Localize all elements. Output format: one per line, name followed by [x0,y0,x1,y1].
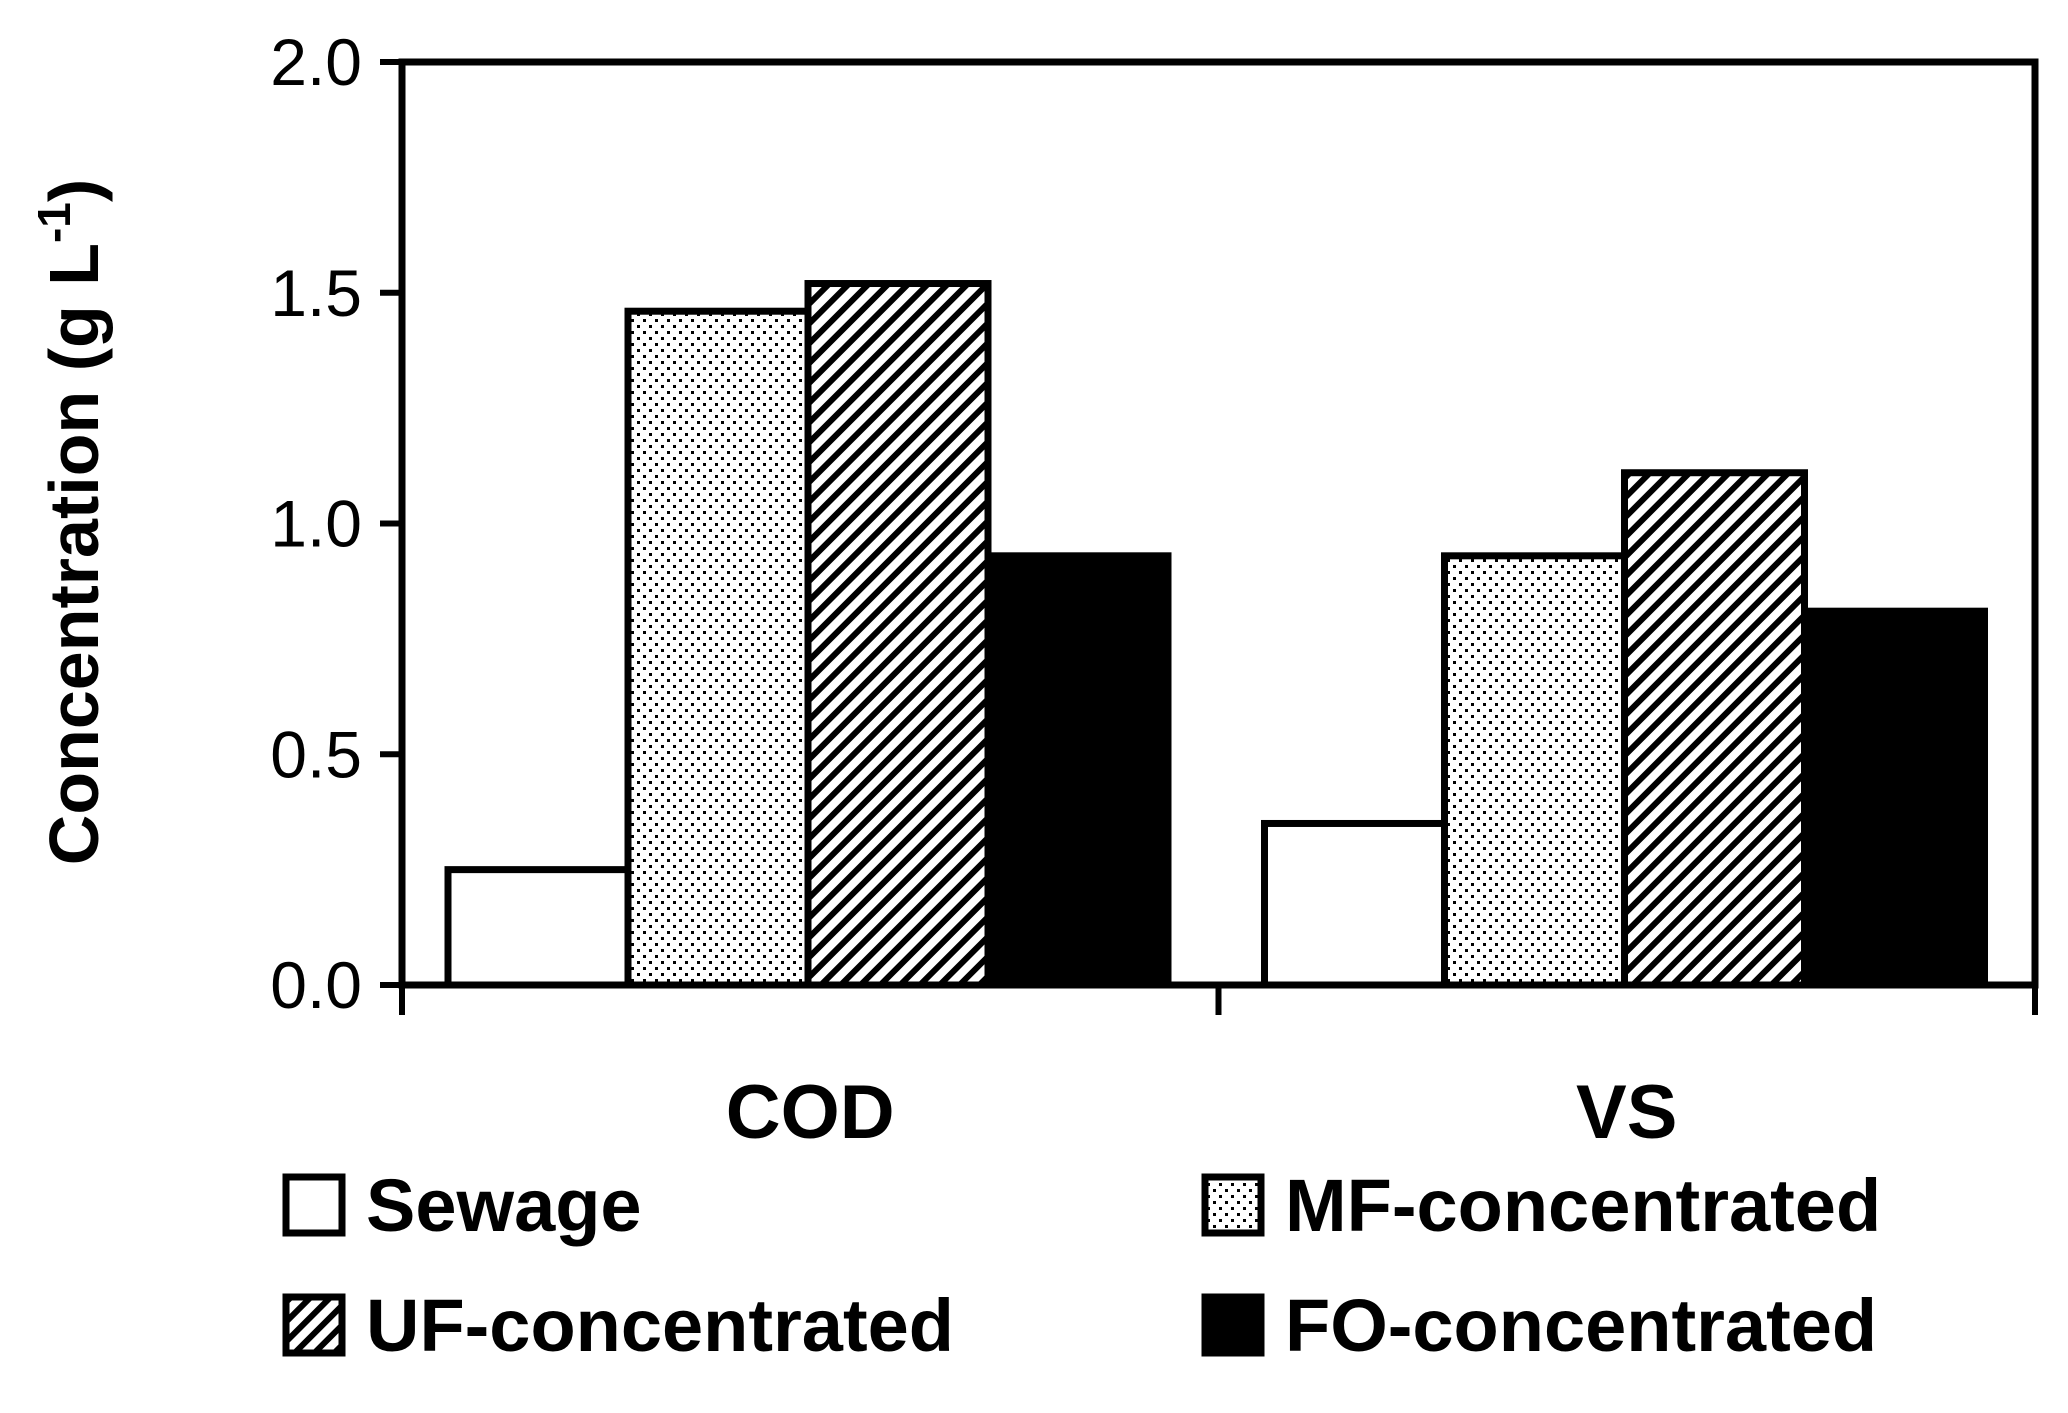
legend-label: Sewage [366,1164,642,1247]
bar-fo-concentrated-vs [1801,607,1988,989]
legend-item: MF-concentrated [1201,1164,1881,1247]
legend-swatch [282,1173,346,1237]
bar-mf-concentrated-vs [1441,552,1628,989]
x-axis: COD VS [399,981,2038,1155]
y-tick-label: 2.0 [270,25,362,99]
bar-sewage-cod [444,866,632,989]
legend: Sewage MF-concentrated UF-concentrated FO-c… [282,1164,1881,1367]
y-axis-title: Concentration (g L-1) [28,179,113,865]
y-tick-label: 0.5 [270,717,362,791]
bar-uf-concentrated-cod [804,280,992,989]
legend-label: FO-concentrated [1285,1284,1877,1367]
x-tick-label: COD [726,1070,895,1155]
bar-mf-concentrated-cod [624,307,812,989]
y-tick-label: 1.0 [270,487,362,561]
bar-fo-concentrated-cod [984,552,1172,989]
legend-swatch [1201,1293,1265,1357]
legend-item: Sewage [282,1164,642,1247]
y-tick-label: 1.5 [270,256,362,330]
legend-swatch [1201,1173,1265,1237]
legend-label: UF-concentrated [366,1284,954,1367]
y-tick-label: 0.0 [270,948,362,1022]
legend-item: FO-concentrated [1201,1284,1877,1367]
legend-item: UF-concentrated [282,1284,954,1367]
bar-uf-concentrated-vs [1621,469,1808,989]
legend-swatch [282,1293,346,1357]
legend-label: MF-concentrated [1285,1164,1881,1247]
bars [444,280,1988,989]
y-axis: 0.0 0.5 1.0 1.5 2.0 [270,25,402,1022]
x-tick-label: VS [1576,1070,1677,1155]
bar-sewage-vs [1261,819,1448,989]
